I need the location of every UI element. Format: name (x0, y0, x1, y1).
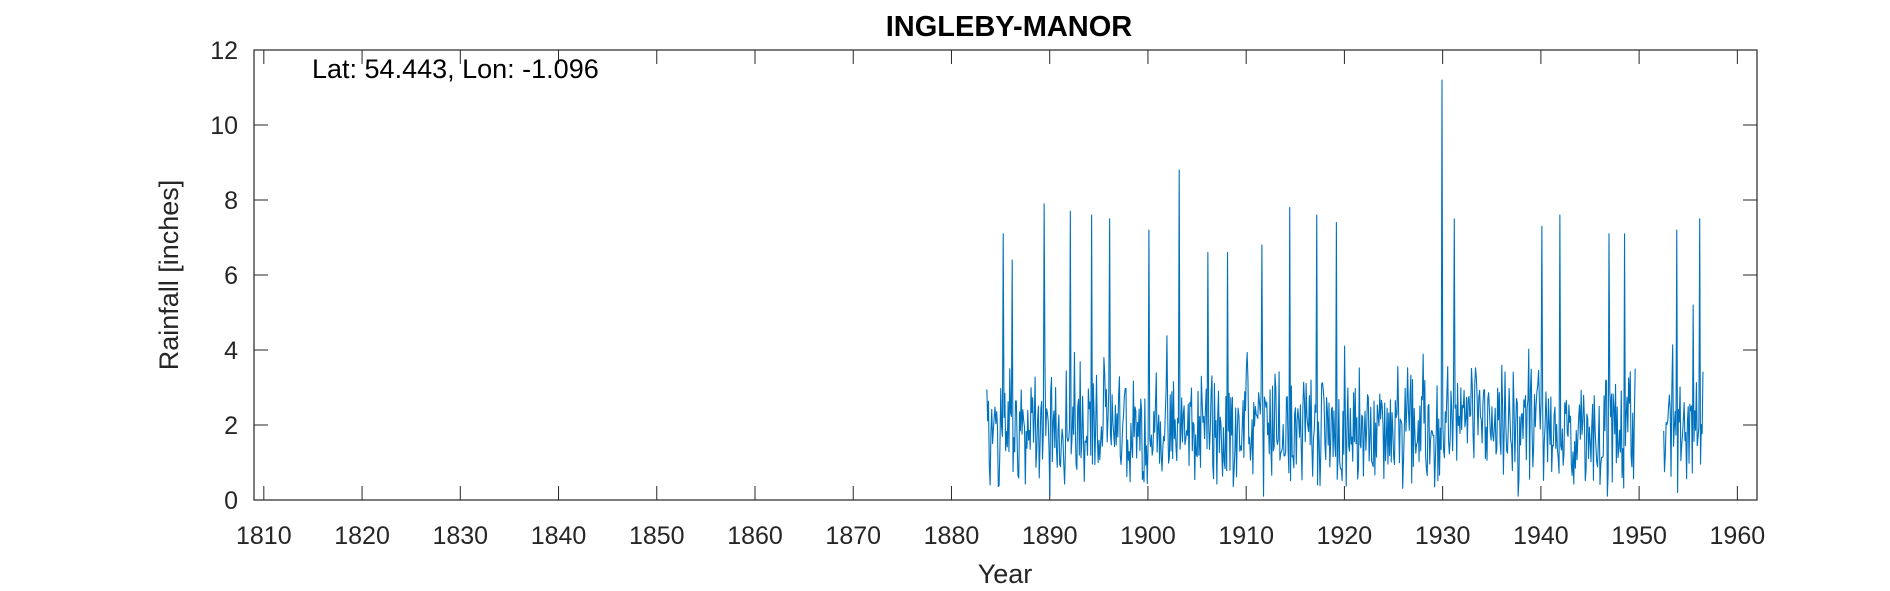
y-tick-label: 0 (224, 487, 238, 515)
x-tick-label: 1920 (1317, 522, 1373, 550)
y-tick-label: 2 (224, 412, 238, 440)
x-tick-label: 1810 (236, 522, 292, 550)
rainfall-series (986, 79, 1704, 497)
chart-title: INGLEBY-MANOR (886, 11, 1133, 43)
y-tick-label: 4 (224, 337, 238, 365)
x-tick-label: 1860 (727, 522, 783, 550)
y-tick-label: 12 (210, 37, 238, 65)
location-annotation: Lat: 54.443, Lon: -1.096 (312, 54, 599, 84)
x-tick-label: 1850 (629, 522, 685, 550)
y-axis-label: Rainfall [inches] (154, 180, 184, 371)
x-tick-label: 1890 (1022, 522, 1078, 550)
x-tick-label: 1950 (1611, 522, 1667, 550)
x-axis-label: Year (978, 559, 1033, 589)
x-tick-label: 1870 (825, 522, 881, 550)
y-tick-label: 6 (224, 262, 238, 290)
x-tick-label: 1910 (1218, 522, 1274, 550)
x-tick-label: 1960 (1710, 522, 1766, 550)
rainfall-series-line-segment-2 (1663, 218, 1704, 494)
rainfall-series-line-segment-1 (986, 79, 1636, 497)
x-tick-label: 1900 (1120, 522, 1176, 550)
y-tick-label: 10 (210, 112, 238, 140)
x-tick-label: 1830 (432, 522, 488, 550)
x-tick-label: 1940 (1513, 522, 1569, 550)
y-tick-label: 8 (224, 187, 238, 215)
x-tick-label: 1820 (334, 522, 390, 550)
x-tick-label: 1880 (924, 522, 980, 550)
x-tick-label: 1840 (531, 522, 587, 550)
y-axis-ticks: 0 2 4 6 8 10 12 (210, 37, 1757, 515)
x-tick-label: 1930 (1415, 522, 1471, 550)
x-axis-ticks: 1810 1820 1830 1840 1850 1860 1870 1880 1890 1900… (236, 50, 1765, 550)
